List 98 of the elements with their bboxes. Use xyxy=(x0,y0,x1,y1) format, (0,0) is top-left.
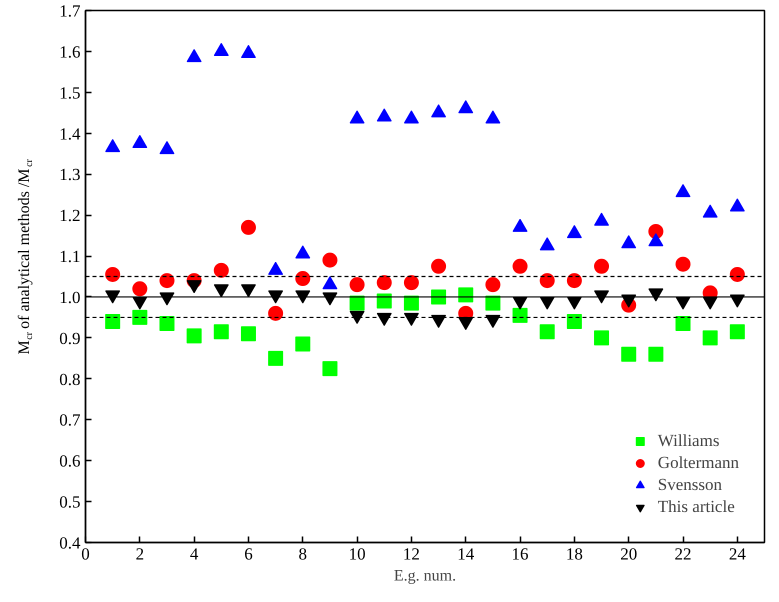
y-tick-label: 1.5 xyxy=(59,83,80,102)
point xyxy=(730,198,745,212)
point xyxy=(485,277,500,292)
y-tick-label: 1.2 xyxy=(59,206,80,226)
point xyxy=(676,316,691,332)
point xyxy=(540,237,555,250)
x-tick-label: 18 xyxy=(566,544,583,564)
y-tick-label: 0.7 xyxy=(59,410,81,430)
point xyxy=(322,252,338,268)
point xyxy=(186,328,202,344)
point xyxy=(621,346,636,362)
point xyxy=(566,314,582,330)
point xyxy=(485,296,500,311)
y-axis-title: Mcr of analytical methods /Mcr xyxy=(16,158,35,355)
point xyxy=(295,245,310,259)
y-tick-label: 1.4 xyxy=(59,124,81,144)
point xyxy=(240,326,256,342)
x-tick-label: 6 xyxy=(244,544,253,564)
point xyxy=(431,104,446,118)
point xyxy=(376,275,392,290)
point xyxy=(350,296,365,311)
y-tick-label: 1.3 xyxy=(59,165,80,184)
point xyxy=(431,289,446,304)
point xyxy=(240,44,256,58)
point xyxy=(730,324,745,340)
x-tick-label: 22 xyxy=(674,544,692,564)
point xyxy=(350,277,365,292)
point xyxy=(350,110,365,124)
point xyxy=(566,224,582,238)
point xyxy=(594,258,610,274)
point xyxy=(214,262,229,278)
x-tick-label: 20 xyxy=(620,544,638,564)
point xyxy=(159,141,174,154)
point xyxy=(404,296,419,311)
x-tick-label: 24 xyxy=(728,544,746,564)
y-tick-label: 0.8 xyxy=(59,370,80,389)
y-tick-label: 0.5 xyxy=(59,492,80,512)
point xyxy=(485,110,500,124)
point xyxy=(295,271,310,286)
point xyxy=(648,233,664,246)
point xyxy=(268,350,284,366)
point xyxy=(702,204,718,218)
point xyxy=(512,218,528,232)
x-tick-label: 2 xyxy=(136,544,144,564)
point xyxy=(594,330,610,346)
legend-label: Goltermann xyxy=(658,453,739,473)
point xyxy=(404,110,419,124)
point xyxy=(676,256,691,272)
point xyxy=(648,346,664,362)
point xyxy=(540,324,555,340)
y-tick-label: 0.4 xyxy=(59,534,81,552)
point xyxy=(676,184,691,198)
point xyxy=(214,324,229,340)
point xyxy=(376,108,392,122)
y-tick-label: 1.1 xyxy=(59,247,80,266)
point xyxy=(730,266,745,282)
point xyxy=(105,139,120,152)
x-tick-label: 8 xyxy=(298,544,308,564)
point xyxy=(512,258,528,274)
point xyxy=(431,258,446,274)
point xyxy=(240,220,256,235)
point xyxy=(702,330,718,346)
y-tick-label: 0.6 xyxy=(59,452,80,471)
point xyxy=(295,336,310,352)
legend-label: This article xyxy=(658,497,735,517)
x-axis-title: E.g. num. xyxy=(394,568,456,584)
point xyxy=(159,273,174,288)
y-tick-label: 1.7 xyxy=(59,2,81,20)
point xyxy=(512,308,528,323)
point xyxy=(105,266,120,282)
point xyxy=(132,310,148,325)
point xyxy=(594,212,610,226)
point xyxy=(268,306,284,321)
point xyxy=(404,275,419,290)
point xyxy=(132,134,148,148)
x-tick-label: 14 xyxy=(457,544,475,564)
point xyxy=(322,361,338,376)
point xyxy=(186,48,202,62)
legend-label: Svensson xyxy=(658,475,722,495)
y-tick-label: 0.9 xyxy=(59,328,80,348)
point xyxy=(566,273,582,288)
x-tick-label: 0 xyxy=(81,544,90,564)
point xyxy=(458,100,474,114)
point xyxy=(376,294,392,309)
x-tick-label: 12 xyxy=(402,544,420,564)
x-tick-label: 10 xyxy=(348,544,366,564)
point xyxy=(132,281,148,296)
point xyxy=(458,287,474,302)
point xyxy=(159,316,174,332)
y-tick-label: 1.0 xyxy=(59,288,80,307)
x-tick-label: 4 xyxy=(190,544,199,564)
point xyxy=(105,314,120,330)
point xyxy=(621,235,636,248)
x-tick-label: 16 xyxy=(512,544,529,564)
point xyxy=(214,42,229,56)
point xyxy=(540,273,555,288)
legend-label: Williams xyxy=(658,431,720,451)
y-tick-label: 1.6 xyxy=(59,42,80,62)
